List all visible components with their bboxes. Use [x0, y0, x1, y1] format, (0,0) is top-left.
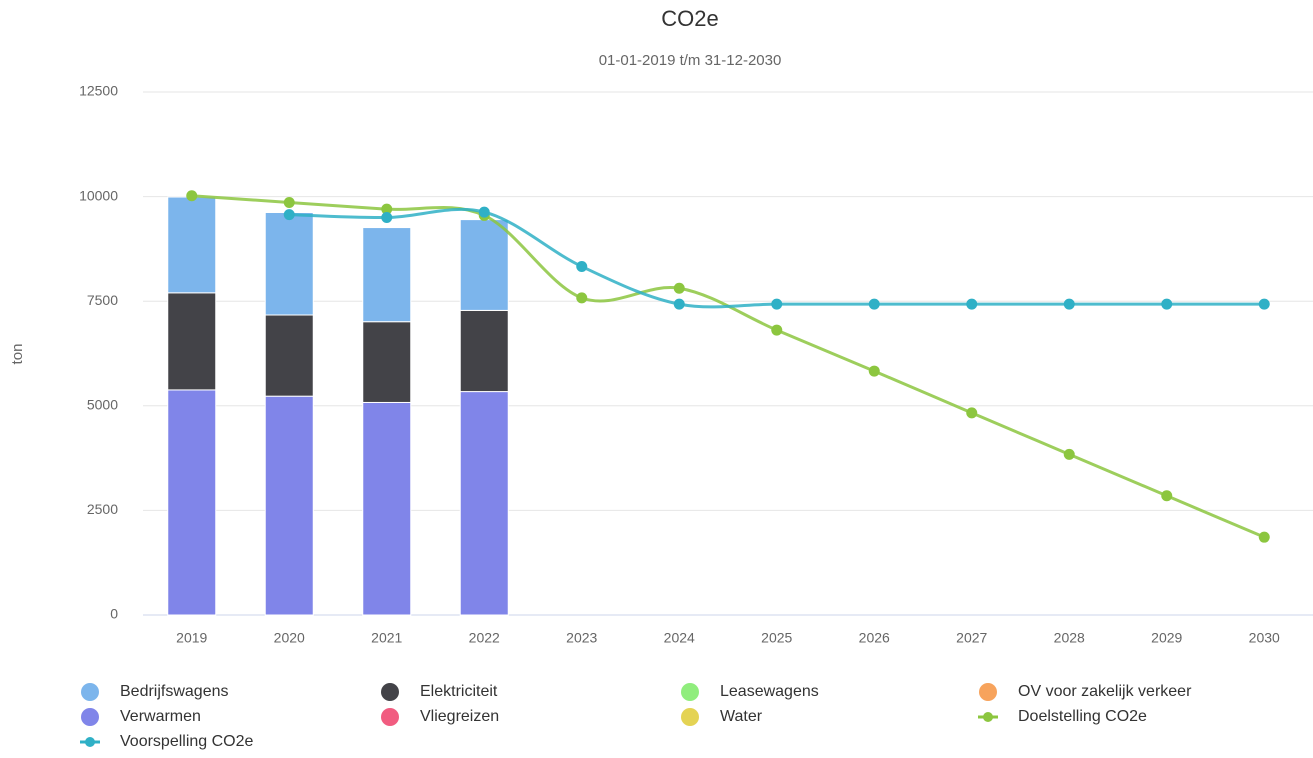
bar: [459, 391, 509, 616]
point: [1063, 298, 1075, 310]
legend-marker: [381, 683, 399, 701]
point: [478, 206, 490, 218]
y-tick-label: 7500: [87, 292, 118, 308]
legend-item: Elektriciteit: [381, 683, 498, 701]
bar: [167, 389, 217, 616]
legend-marker: [381, 708, 399, 726]
x-tick-label: 2020: [274, 630, 305, 646]
point: [283, 209, 295, 221]
bar: [264, 395, 314, 616]
point: [868, 298, 880, 310]
line: [289, 207, 1265, 309]
bar: [459, 219, 509, 311]
point: [966, 407, 978, 419]
legend-item: Water: [681, 708, 763, 726]
point: [966, 298, 978, 310]
point: [1258, 531, 1270, 543]
point: [1258, 298, 1270, 310]
x-tick-label: 2021: [371, 630, 402, 646]
y-tick-label: 2500: [87, 501, 118, 517]
legend-marker: [81, 708, 99, 726]
bar: [362, 227, 412, 323]
point: [673, 298, 685, 310]
point: [771, 298, 783, 310]
point: [673, 282, 685, 294]
x-tick-label: 2022: [469, 630, 500, 646]
legend-label: Verwarmen: [120, 708, 201, 725]
bar: [264, 211, 314, 316]
legend-item: OV voor zakelijk verkeer: [979, 683, 1192, 701]
point: [381, 203, 393, 215]
point: [283, 196, 295, 208]
point: [1063, 448, 1075, 460]
point: [186, 190, 198, 202]
y-tick-label: 0: [110, 606, 118, 622]
bar: [362, 401, 412, 616]
x-tick-label: 2027: [956, 630, 987, 646]
point: [1161, 490, 1173, 502]
x-tick-label: 2028: [1054, 630, 1085, 646]
legend-label: Doelstelling CO2e: [1018, 708, 1147, 725]
bar: [167, 196, 217, 294]
legend-label: Elektriciteit: [420, 683, 498, 700]
y-tick-label: 5000: [87, 397, 118, 413]
point: [381, 212, 393, 224]
legend-marker: [983, 712, 993, 722]
point: [868, 365, 880, 377]
legend-label: Bedrijfswagens: [120, 683, 229, 700]
point: [1161, 298, 1173, 310]
chart-subtitle: 01-01-2019 t/m 31-12-2030: [599, 52, 782, 69]
legend-item: Doelstelling CO2e: [978, 708, 1147, 725]
x-tick-label: 2023: [566, 630, 597, 646]
x-tick-label: 2030: [1249, 630, 1280, 646]
legend-label: Voorspelling CO2e: [120, 733, 254, 750]
legend-item: Bedrijfswagens: [81, 683, 229, 701]
x-tick-label: 2019: [176, 630, 207, 646]
x-tick-label: 2029: [1151, 630, 1182, 646]
legend-marker: [681, 683, 699, 701]
x-tick-label: 2026: [859, 630, 890, 646]
point: [576, 260, 588, 272]
line: [191, 194, 1265, 539]
point: [576, 292, 588, 304]
y-tick-label: 12500: [79, 83, 118, 99]
legend-marker: [85, 737, 95, 747]
chart-title: CO2e: [661, 6, 718, 31]
legend-label: Water: [720, 708, 763, 725]
point: [771, 324, 783, 336]
legend-label: Leasewagens: [720, 683, 819, 700]
legend-item: Voorspelling CO2e: [80, 733, 254, 750]
bar: [362, 321, 412, 403]
legend-item: Verwarmen: [81, 708, 201, 726]
legend-label: Vliegreizen: [420, 708, 499, 725]
y-axis-title: ton: [9, 344, 26, 365]
bar: [264, 314, 314, 397]
legend: Bedrijfswagens Elektriciteit Leasewagens OV…: [80, 683, 1192, 750]
legend-label: OV voor zakelijk verkeer: [1018, 683, 1192, 700]
y-tick-label: 10000: [79, 187, 118, 203]
legend-item: Vliegreizen: [381, 708, 499, 726]
legend-marker: [681, 708, 699, 726]
bar: [167, 292, 217, 391]
x-tick-label: 2024: [664, 630, 695, 646]
legend-marker: [979, 683, 997, 701]
x-tick-label: 2025: [761, 630, 792, 646]
legend-marker: [81, 683, 99, 701]
bar: [459, 309, 509, 393]
legend-item: Leasewagens: [681, 683, 819, 701]
